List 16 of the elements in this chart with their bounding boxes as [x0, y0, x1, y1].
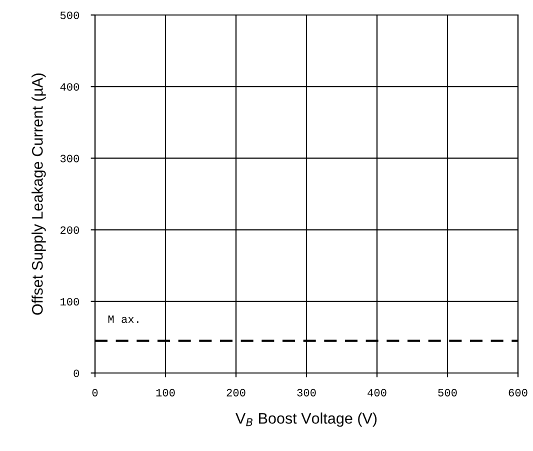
y-tick-label: 200 [60, 226, 80, 234]
x-tick-label: 600 [508, 388, 528, 396]
x-tick-label: 500 [438, 388, 457, 396]
x-tick-label: 200 [226, 388, 246, 396]
series-label: M ax. [108, 316, 138, 323]
x-tick-label: 300 [297, 388, 316, 396]
y-tick-label: 300 [60, 154, 80, 162]
y-tick-label: 100 [60, 298, 80, 306]
y-tick-label: 0 [74, 370, 80, 378]
x-tick-label: 0 [92, 388, 98, 396]
y-axis-title: Offset Supply Leakage Current (µA) [32, 73, 46, 315]
y-tick-label: 500 [60, 12, 80, 20]
y-tick-label: 400 [60, 83, 80, 91]
x-tick-label: 100 [156, 388, 175, 396]
x-tick-label: 400 [368, 388, 386, 396]
x-axis-title: V$_{B}$ Boost Voltage (V) [236, 412, 377, 427]
